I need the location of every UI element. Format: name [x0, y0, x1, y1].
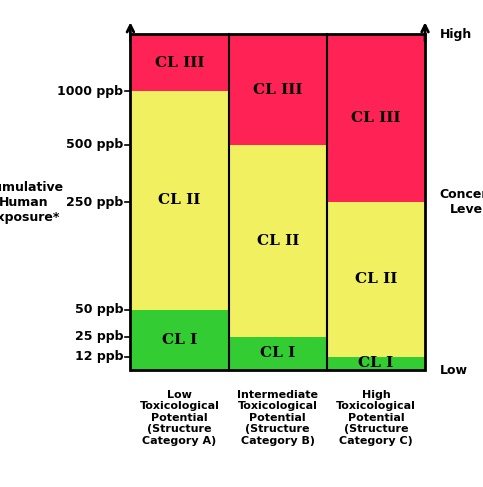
Text: Concern
Level: Concern Level — [440, 188, 483, 216]
Text: CL III: CL III — [351, 111, 401, 125]
Text: CL I: CL I — [260, 346, 295, 360]
Text: CL II: CL II — [256, 234, 299, 248]
Text: CL I: CL I — [358, 356, 394, 371]
Text: Low
Toxicological
Potential
(Structure
Category A): Low Toxicological Potential (Structure C… — [140, 390, 219, 446]
Bar — [327, 34, 425, 202]
Text: 50 ppb: 50 ppb — [75, 303, 123, 316]
Bar — [130, 310, 228, 370]
Text: CL I: CL I — [162, 333, 197, 347]
Bar — [228, 34, 327, 145]
Text: 25 ppb: 25 ppb — [75, 330, 123, 343]
Bar — [327, 202, 425, 356]
Text: 12 ppb: 12 ppb — [75, 350, 123, 363]
Text: CL III: CL III — [253, 82, 302, 96]
Text: High: High — [440, 28, 472, 40]
Text: 500 ppb: 500 ppb — [66, 138, 123, 151]
Text: CL III: CL III — [155, 56, 204, 70]
Text: Cumulative
Human
Exposure*: Cumulative Human Exposure* — [0, 181, 64, 224]
Text: High
Toxicological
Potential
(Structure
Category C): High Toxicological Potential (Structure … — [336, 390, 416, 446]
Bar — [130, 34, 228, 91]
Text: 250 ppb: 250 ppb — [66, 196, 123, 208]
Text: 1000 ppb: 1000 ppb — [57, 85, 123, 98]
Text: CL II: CL II — [355, 272, 397, 286]
Text: CL II: CL II — [158, 193, 201, 207]
Bar — [327, 356, 425, 370]
Bar — [228, 337, 327, 370]
Bar — [130, 91, 228, 310]
Bar — [130, 34, 425, 370]
Text: Intermediate
Toxicological
Potential
(Structure
Category B): Intermediate Toxicological Potential (St… — [237, 390, 318, 446]
Text: Low: Low — [440, 364, 468, 376]
Bar — [228, 145, 327, 337]
